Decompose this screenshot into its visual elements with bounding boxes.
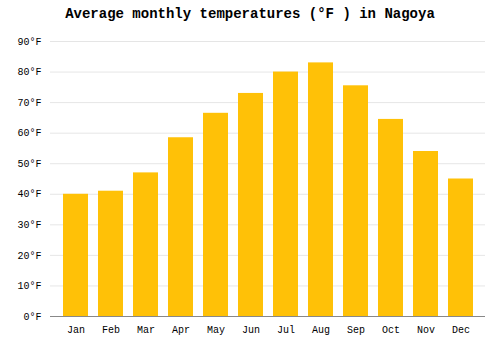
svg-text:Aug: Aug	[312, 325, 330, 336]
svg-text:Nov: Nov	[417, 325, 435, 336]
svg-text:Mar: Mar	[137, 325, 155, 336]
svg-text:Sep: Sep	[347, 325, 365, 336]
svg-text:30°F: 30°F	[17, 220, 41, 231]
svg-text:Jul: Jul	[277, 325, 295, 336]
svg-text:40°F: 40°F	[17, 189, 41, 200]
svg-text:Apr: Apr	[172, 325, 190, 336]
svg-text:70°F: 70°F	[17, 98, 41, 109]
svg-text:10°F: 10°F	[17, 281, 41, 292]
svg-text:Dec: Dec	[452, 325, 470, 336]
html-text:Average monthly temperatures (: Average monthly temperatures (°F ) in Na…	[65, 6, 435, 22]
svg-text:Oct: Oct	[382, 325, 400, 336]
svg-text:50°F: 50°F	[17, 159, 41, 170]
svg-text:Jan: Jan	[67, 325, 85, 336]
svg-text:May: May	[207, 325, 225, 336]
svg-text:0°F: 0°F	[23, 312, 41, 323]
svg-text:Feb: Feb	[102, 325, 120, 336]
svg-text:90°F: 90°F	[17, 37, 41, 48]
svg-text:20°F: 20°F	[17, 251, 41, 262]
svg-text:Jun: Jun	[242, 325, 260, 336]
svg-text:60°F: 60°F	[17, 128, 41, 139]
svg-text:80°F: 80°F	[17, 67, 41, 78]
